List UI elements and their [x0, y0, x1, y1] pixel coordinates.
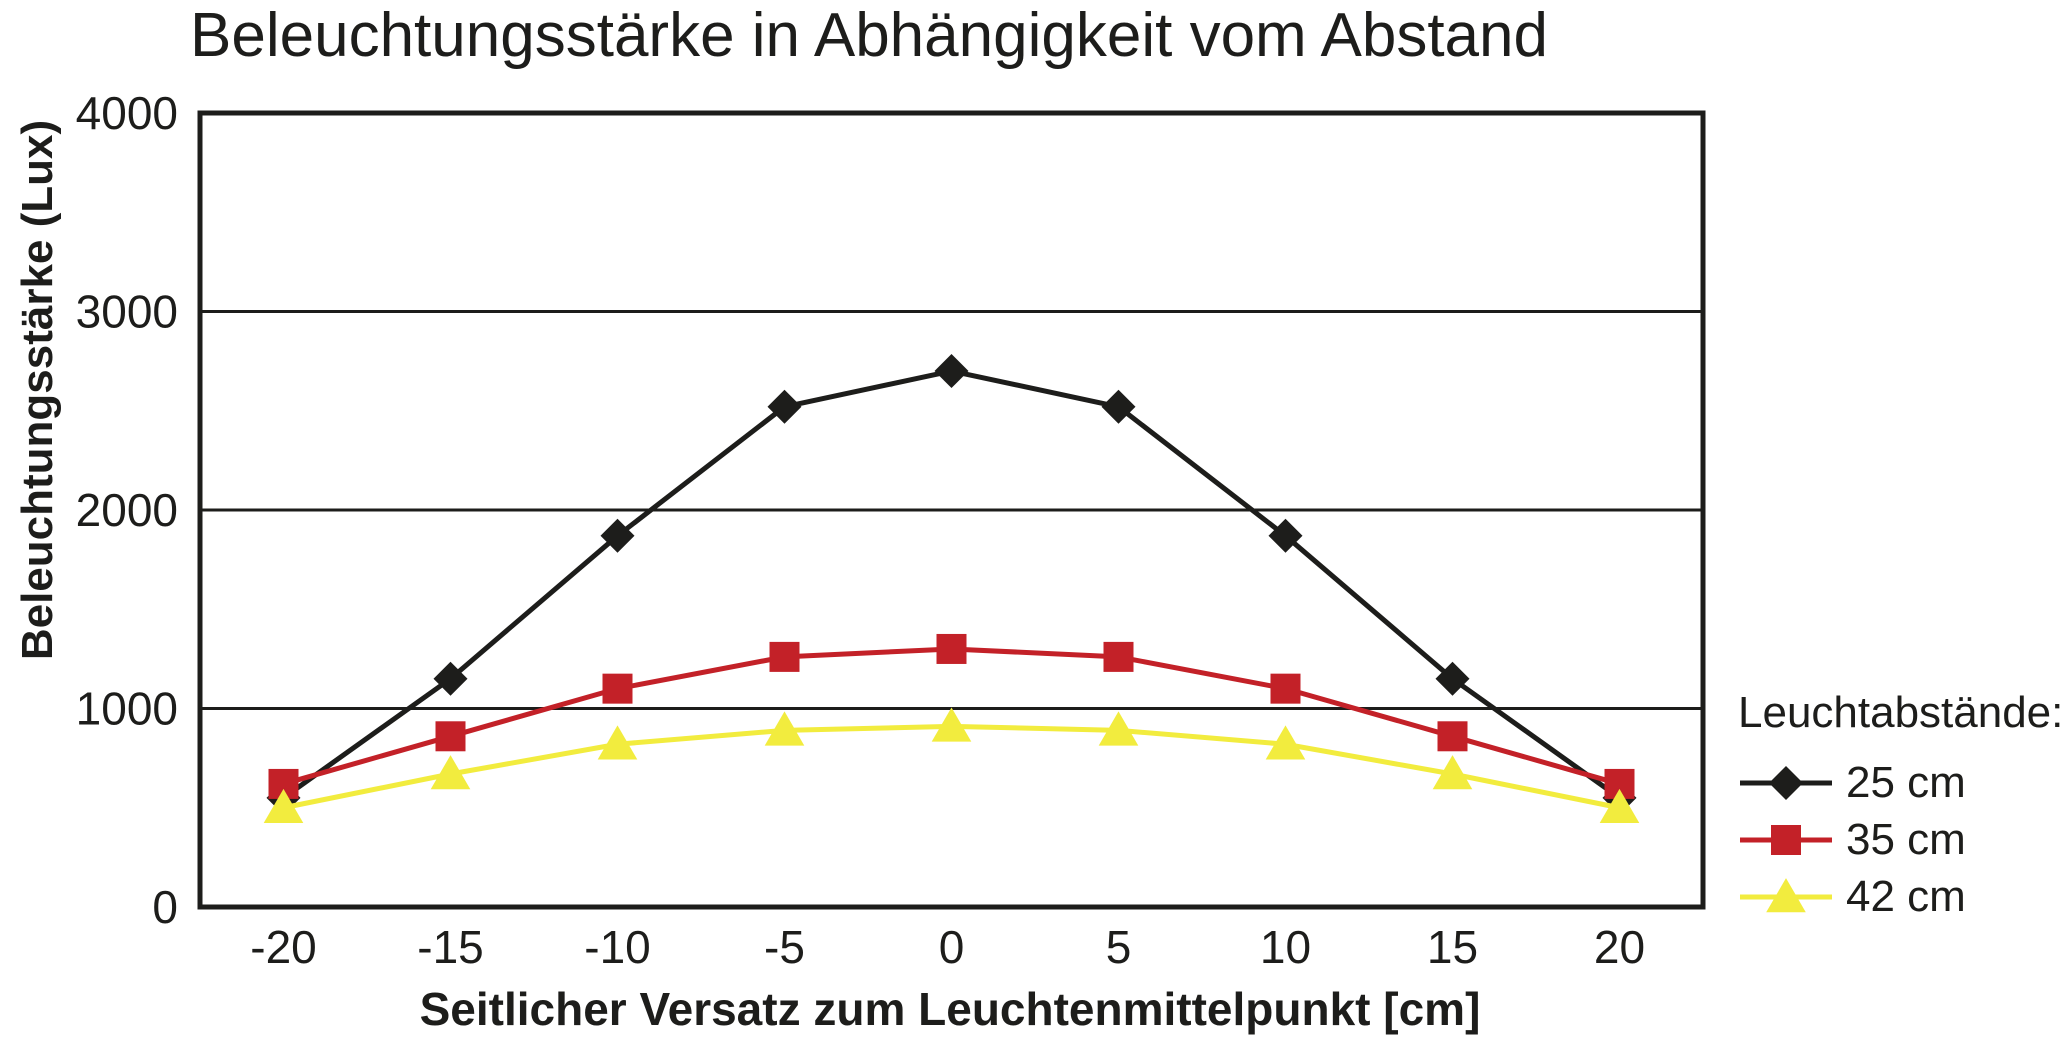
marker-triangle-icon [263, 788, 304, 824]
legend-diamond-icon [1740, 765, 1832, 800]
legend: Leuchtabstände: 25 cm 35 cm 42 cm [1738, 688, 2063, 925]
legend-item-label: 25 cm [1846, 757, 1966, 807]
y-tick-label: 3000 [76, 286, 178, 338]
x-tick-label: 0 [939, 921, 965, 973]
marker-triangle-icon [1098, 711, 1139, 746]
marker-diamond-icon [1435, 661, 1470, 696]
x-tick-label: -20 [250, 921, 316, 973]
marker-square-icon [1270, 673, 1301, 704]
marker-square-icon [435, 721, 466, 752]
x-tick-label: 20 [1594, 921, 1645, 973]
marker-triangle-icon [597, 725, 638, 760]
marker-diamond-icon [1268, 518, 1303, 553]
legend-items: 25 cm 35 cm 42 cm [1738, 754, 2063, 925]
marker-square-icon [1103, 641, 1134, 672]
x-tick-label: 5 [1106, 921, 1132, 973]
legend-item-42-cm: 42 cm [1738, 868, 2063, 925]
marker-triangle-icon [1432, 755, 1473, 790]
marker-square-icon [769, 641, 800, 672]
marker-triangle-icon [931, 707, 972, 742]
marker-triangle-icon [1265, 725, 1306, 760]
y-tick-label: 0 [152, 881, 178, 933]
legend-item-label: 42 cm [1846, 871, 1966, 921]
legend-item-label: 35 cm [1846, 814, 1966, 864]
x-tick-label: -15 [417, 921, 483, 973]
marker-diamond-icon [934, 354, 969, 389]
marker-triangle-icon [1766, 877, 1806, 912]
x-tick-label: 10 [1260, 921, 1311, 973]
marker-diamond-icon [767, 389, 802, 424]
plot-frame [197, 110, 1706, 910]
marker-square-icon [602, 673, 633, 704]
y-tick-label: 2000 [76, 484, 178, 536]
legend-square-icon [1740, 824, 1832, 855]
chart-title: Beleuchtungsstärke in Abhängigkeit vom A… [190, 1, 1549, 70]
series-25-cm [266, 354, 1637, 815]
legend-item-25-cm: 25 cm [1738, 754, 2063, 811]
y-tick-label: 4000 [76, 87, 178, 139]
x-tick-label: -10 [584, 921, 650, 973]
marker-triangle-icon [1599, 788, 1640, 824]
x-tick-label: 15 [1427, 921, 1478, 973]
series-42-cm [263, 707, 1640, 824]
legend-item-35-cm: 35 cm [1738, 811, 2063, 868]
marker-square-icon [1771, 824, 1801, 855]
marker-diamond-icon [1769, 765, 1803, 800]
y-tick-label: 1000 [76, 683, 178, 735]
marker-triangle-icon [430, 755, 471, 790]
legend-triangle-icon [1740, 877, 1832, 912]
marker-diamond-icon [433, 661, 468, 696]
marker-diamond-icon [1101, 389, 1136, 424]
marker-square-icon [936, 633, 967, 664]
marker-triangle-icon [764, 711, 805, 746]
x-tick-label: -5 [764, 921, 805, 973]
legend-title: Leuchtabstände: [1738, 688, 2064, 737]
marker-square-icon [1437, 721, 1468, 752]
x-axis-label: Seitlicher Versatz zum Leuchtenmittelpun… [419, 983, 1481, 1035]
marker-diamond-icon [600, 518, 635, 553]
